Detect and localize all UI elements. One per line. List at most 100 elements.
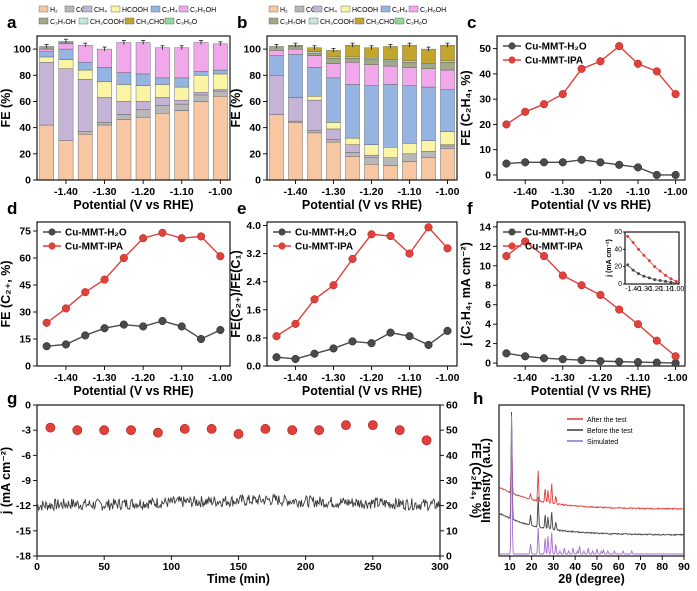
- bar-segment-C3H7OH: [421, 64, 436, 69]
- bar-segment-HCOOH: [155, 84, 170, 98]
- data-point: [539, 158, 549, 167]
- x-axis-title: Potential (V vs RHE): [73, 384, 193, 398]
- bar-segment-C3H7OH: [402, 61, 417, 68]
- x-tick-label: -1.30: [322, 372, 346, 384]
- data-point: [671, 90, 680, 99]
- bar-segment-H2: [364, 164, 379, 181]
- bar-segment-HCOOH: [77, 69, 93, 80]
- y-tick-label: 40: [19, 122, 31, 134]
- fe-point: [152, 427, 163, 438]
- bar-segment-H2: [269, 114, 284, 181]
- x-tick-label: -1.40: [513, 372, 537, 384]
- inset-point: [642, 253, 646, 257]
- data-point: [615, 357, 624, 366]
- legend-label: Cu-MMT-H₂O: [525, 228, 587, 239]
- x-tick-label: -1.10: [398, 372, 422, 384]
- bar-segment-C2H5OH: [269, 50, 284, 56]
- x-axis-title: Potential (V vs RHE): [302, 198, 422, 212]
- inset-x-tick-label: -1.10: [658, 286, 674, 293]
- x-tick-label: 50: [98, 561, 110, 573]
- legend-swatch: [340, 5, 351, 13]
- y-tick-label: 2.4: [246, 276, 261, 288]
- x-tick-label: -1.10: [398, 186, 422, 198]
- fe-point: [260, 424, 271, 434]
- bar-segment-CH3CHO: [402, 44, 417, 62]
- bar-segment-HCOOH: [135, 85, 151, 102]
- fe-point: [394, 425, 405, 436]
- panel-a-frame: [36, 35, 231, 181]
- inset-y-tick-label: 20: [614, 264, 622, 271]
- data-point: [539, 354, 549, 363]
- bar-segment-C2H4: [213, 69, 228, 75]
- x-tick-label: -1.00: [208, 372, 232, 384]
- bar-segment-H2: [77, 133, 93, 181]
- y-tick-label: 15: [19, 334, 31, 346]
- x-tick-label: -1.20: [588, 372, 612, 384]
- data-point: [405, 249, 414, 258]
- legend-marker: [278, 228, 286, 236]
- bar-segment-CO: [116, 114, 132, 120]
- data-point: [558, 158, 567, 167]
- y-tick-label: 30: [19, 307, 31, 319]
- bar-segment-CO: [383, 157, 398, 166]
- x-tick-label: -1.10: [170, 186, 194, 198]
- data-point: [615, 305, 624, 314]
- legend-label: HCOOH: [352, 7, 378, 14]
- data-point: [558, 355, 567, 364]
- legend-swatch: [380, 5, 391, 13]
- y-axis-title: FE (C₂₊, %): [0, 260, 13, 327]
- bar-segment-H2: [402, 161, 417, 181]
- legend-label: CO: [76, 7, 87, 14]
- xrd-pattern: [499, 415, 684, 555]
- x-axis-title: Potential (V vs RHE): [531, 198, 651, 212]
- x-tick-label: 200: [297, 561, 315, 573]
- bar-segment-C2H4: [174, 77, 190, 88]
- data-point: [558, 271, 567, 280]
- bar-segment-C2H5OH: [345, 61, 360, 85]
- data-point: [329, 281, 338, 290]
- bar-segment-C2H5OH: [97, 48, 112, 68]
- inset-point: [631, 268, 635, 272]
- bar-segment-CH4: [155, 97, 170, 106]
- y-tick-label: 0.0: [246, 361, 261, 373]
- data-point: [367, 230, 376, 239]
- legend: H₂ CO CH₄ HCOOH C₂H₄ C₂H₅OH C₃H₇OH CH₃COOH CH₃CH…: [268, 5, 446, 26]
- inset: 0 20 40 60 -1.40-1.30-1.20-1.10-1.00 j (mA cm…: [606, 229, 684, 293]
- data-point: [310, 349, 319, 358]
- bar-segment-C2H4: [58, 48, 74, 60]
- bar-segment-C3H7OH: [364, 59, 379, 66]
- fe-point: [45, 422, 56, 433]
- data-point: [596, 290, 605, 300]
- data-point: [671, 359, 680, 368]
- data-point: [119, 253, 128, 263]
- fe-point: [126, 425, 136, 436]
- bar-segment-C2H4: [288, 54, 303, 98]
- x-tick-label: -1.30: [551, 372, 575, 384]
- y-tick-label: 20: [19, 148, 31, 160]
- bar-segment-HCOOH: [345, 137, 360, 145]
- bar-segment-C2H5OH: [421, 68, 436, 88]
- bar-segment-CH4: [116, 101, 132, 115]
- data-point: [633, 320, 643, 329]
- bar-segment-C2H5OH: [402, 67, 417, 86]
- bar-segment-C2H4: [421, 86, 436, 141]
- data-point: [596, 357, 605, 366]
- x-axis-title: Potential (V vs RHE): [531, 384, 651, 398]
- x-axis-title: Potential (V vs RHE): [302, 384, 422, 398]
- data-point: [100, 275, 109, 284]
- inset-line: [627, 264, 677, 284]
- bar-segment-H2: [440, 148, 455, 181]
- fe-point: [421, 435, 432, 446]
- data-point: [197, 232, 206, 241]
- x-tick-label: 80: [656, 561, 668, 573]
- bar-segment-HCOOH: [58, 59, 74, 69]
- panel-label: f: [467, 199, 473, 218]
- legend-swatch: [308, 17, 319, 25]
- x-tick-label: -1.20: [360, 186, 384, 198]
- bar-segment-C2H5OH: [155, 47, 170, 79]
- fe-point: [179, 424, 190, 434]
- series-line: [506, 159, 676, 176]
- y-tick-label: 0: [25, 361, 31, 373]
- y-tick-label: 3.2: [246, 248, 261, 260]
